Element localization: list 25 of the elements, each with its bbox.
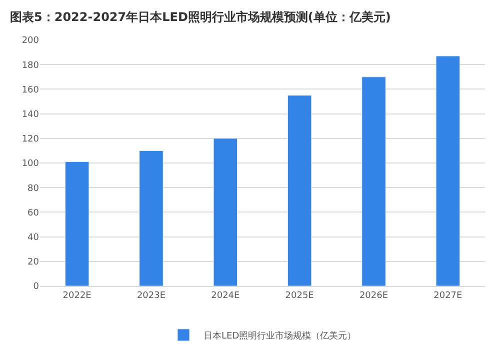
- y-tick-label: 120: [22, 134, 40, 145]
- x-tick-label: 2027E: [434, 290, 463, 301]
- bar: [436, 56, 460, 286]
- x-tick-label: 2023E: [136, 290, 166, 301]
- chart-title: 图表5：2022-2027年日本LED照明行业市场规模预测(单位：亿美元): [10, 10, 391, 24]
- y-tick-label: 180: [22, 60, 40, 71]
- bar: [362, 76, 386, 286]
- y-tick-label: 20: [28, 258, 40, 268]
- x-tick-label: 2022E: [62, 290, 92, 301]
- y-tick-label: 60: [28, 208, 40, 218]
- legend-label: 日本LED照明行业市场规模（亿美元）: [204, 330, 356, 342]
- bar: [213, 138, 238, 286]
- bar: [64, 162, 90, 286]
- y-tick-label: 0: [33, 282, 40, 292]
- y-tick-label: 100: [22, 159, 40, 170]
- x-tick-label: 2026E: [359, 290, 388, 301]
- y-tick-label: 80: [28, 184, 40, 194]
- y-tick-label: 40: [28, 232, 40, 243]
- bar: [287, 95, 312, 286]
- y-tick-label: 200: [22, 36, 40, 46]
- x-tick-label: 2024E: [211, 290, 240, 301]
- y-tick-label: 160: [22, 85, 40, 96]
- bar: [139, 150, 164, 286]
- y-tick-label: 140: [22, 110, 40, 120]
- x-tick-label: 2025E: [285, 290, 314, 301]
